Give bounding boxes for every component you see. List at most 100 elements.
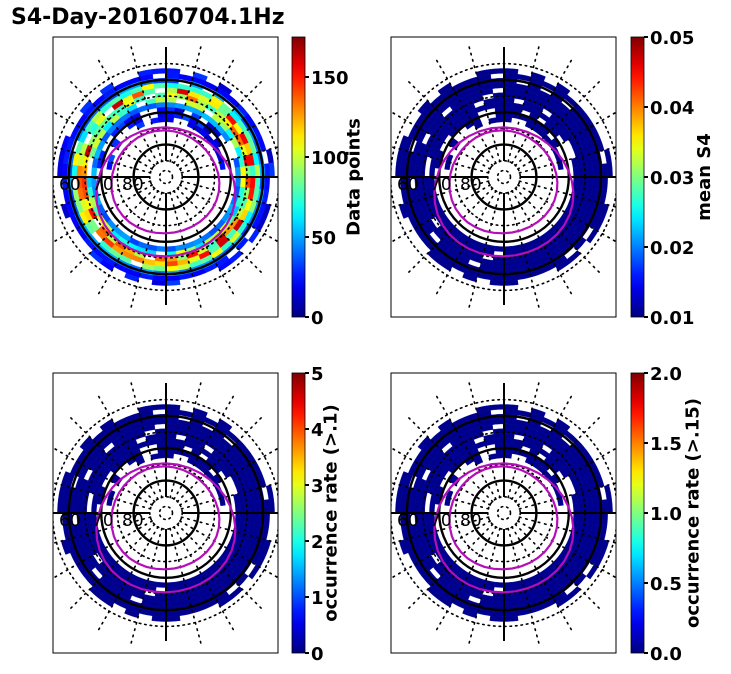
- meridian-dotted: [514, 416, 601, 503]
- colorbar-tick-label: 0.05: [650, 28, 694, 49]
- meridian-dotted: [179, 447, 278, 506]
- heatmap-bin: [572, 176, 579, 187]
- meridian-dotted: [176, 416, 263, 503]
- heatmap-bin: [494, 581, 505, 588]
- colorbar-tick-label: 50: [311, 228, 336, 249]
- meridian-dotted: [514, 187, 601, 274]
- heatmap-bin: [151, 68, 167, 75]
- heatmap-bin: [572, 512, 579, 523]
- meridian-dotted: [169, 191, 202, 309]
- heatmap-bin: [239, 502, 246, 514]
- latitude-label: 60: [59, 511, 81, 531]
- heatmap-bin: [577, 176, 584, 188]
- heatmap-bin: [165, 245, 176, 252]
- latitude-circle-dotted: [496, 505, 512, 521]
- heatmap-bin: [473, 121, 484, 130]
- panel-top-right: 60 70 80 0.01 0.02 0.03 0.04 0.05 mean S4: [390, 28, 715, 329]
- contour-inner-oval: [448, 465, 559, 571]
- heatmap-bin: [265, 484, 274, 500]
- meridian-dotted: [391, 110, 491, 170]
- meridian-dotted: [507, 191, 540, 309]
- colorbar-tick-label: 2.0: [650, 364, 682, 385]
- latitude-label: 70: [430, 511, 452, 531]
- heatmap-bin: [603, 148, 612, 164]
- plot-area: 60 70 80: [391, 381, 616, 645]
- heatmap-bin: [239, 512, 246, 524]
- meridian-dotted: [517, 111, 616, 170]
- colorbar-tick-label: 0.0: [650, 644, 682, 665]
- colorbar-tick-label: 0.5: [650, 574, 682, 595]
- meridian-dotted: [169, 527, 202, 645]
- meridian-dotted: [514, 80, 601, 167]
- heatmap-bin: [572, 503, 579, 514]
- meridian-dotted: [69, 187, 156, 274]
- meridian-dotted: [518, 482, 616, 510]
- colorbar-label: mean S4: [694, 133, 715, 221]
- heatmap-bin: [493, 97, 505, 104]
- heatmap-bin: [489, 404, 505, 411]
- heatmap-bin: [153, 418, 167, 425]
- meridian-dotted: [69, 80, 156, 167]
- meridian-dotted: [179, 111, 278, 170]
- meridian-dotted: [130, 45, 163, 163]
- panel-top-left: 60 70 80 0 50 100 150 Data points: [52, 36, 365, 329]
- colorbar-tick-label: 0: [311, 644, 324, 665]
- meridian-dotted: [435, 395, 497, 500]
- heatmap-bin: [503, 433, 515, 440]
- colorbar: [630, 36, 645, 318]
- meridian-dotted: [511, 59, 573, 164]
- meridian-dotted: [511, 526, 573, 631]
- heatmap-bin: [503, 102, 514, 109]
- colorbar-tick-label: 2: [311, 532, 324, 553]
- latitude-label: 60: [397, 175, 419, 195]
- meridian-dotted: [468, 45, 501, 163]
- heatmap-bin: [165, 581, 176, 588]
- colorbar: [291, 372, 306, 654]
- latitude-label: 70: [92, 175, 114, 195]
- meridian-dotted: [173, 395, 235, 500]
- latitude-label: 80: [122, 511, 144, 531]
- heatmap-bin: [165, 438, 176, 445]
- meridian-dotted: [53, 145, 152, 174]
- contour-inner-oval: [110, 129, 221, 235]
- axes-frame: [52, 372, 279, 654]
- meridian-dotted: [435, 59, 497, 164]
- heatmap-bin: [165, 97, 177, 104]
- colorbar-tick-label: 0.02: [650, 238, 694, 259]
- meridian-dotted: [173, 190, 235, 295]
- meridian-dotted: [435, 190, 497, 295]
- plot-area: 60 70 80: [391, 45, 616, 309]
- heatmap-bin: [494, 245, 505, 252]
- meridian-dotted: [468, 381, 501, 499]
- heatmap-bin: [603, 484, 612, 500]
- latitude-label: 60: [59, 175, 81, 195]
- heatmap-bin: [494, 438, 505, 445]
- colorbar-label: occurrence rate (>.15): [683, 398, 704, 628]
- colorbar-tick-label: 4: [311, 420, 324, 441]
- meridian-dotted: [391, 145, 490, 174]
- heatmap-bin: [503, 116, 513, 123]
- meridian-dotted: [468, 191, 501, 309]
- meridian-dotted: [53, 110, 153, 170]
- meridian-dotted: [169, 45, 202, 163]
- heatmap-bin: [475, 440, 487, 449]
- meridian-dotted: [507, 527, 540, 645]
- plot-area: 60 70 80: [53, 381, 278, 645]
- heatmap-bin: [566, 250, 581, 264]
- meridian-dotted: [507, 381, 540, 499]
- meridian-dotted: [507, 45, 540, 163]
- meridian-dotted: [518, 146, 616, 174]
- meridian-dotted: [130, 381, 163, 499]
- colorbar-tick-label: 0: [311, 308, 324, 329]
- latitude-label: 80: [460, 175, 482, 195]
- heatmap-bin: [473, 457, 484, 466]
- heatmap-bin: [157, 116, 167, 123]
- heatmap-bin: [503, 97, 515, 104]
- colorbar: [291, 36, 306, 318]
- heatmap-bin: [239, 176, 246, 188]
- meridian-dotted: [130, 527, 163, 645]
- heatmap-bin: [155, 433, 167, 440]
- heatmap-bin: [577, 502, 584, 514]
- meridian-dotted: [407, 416, 494, 503]
